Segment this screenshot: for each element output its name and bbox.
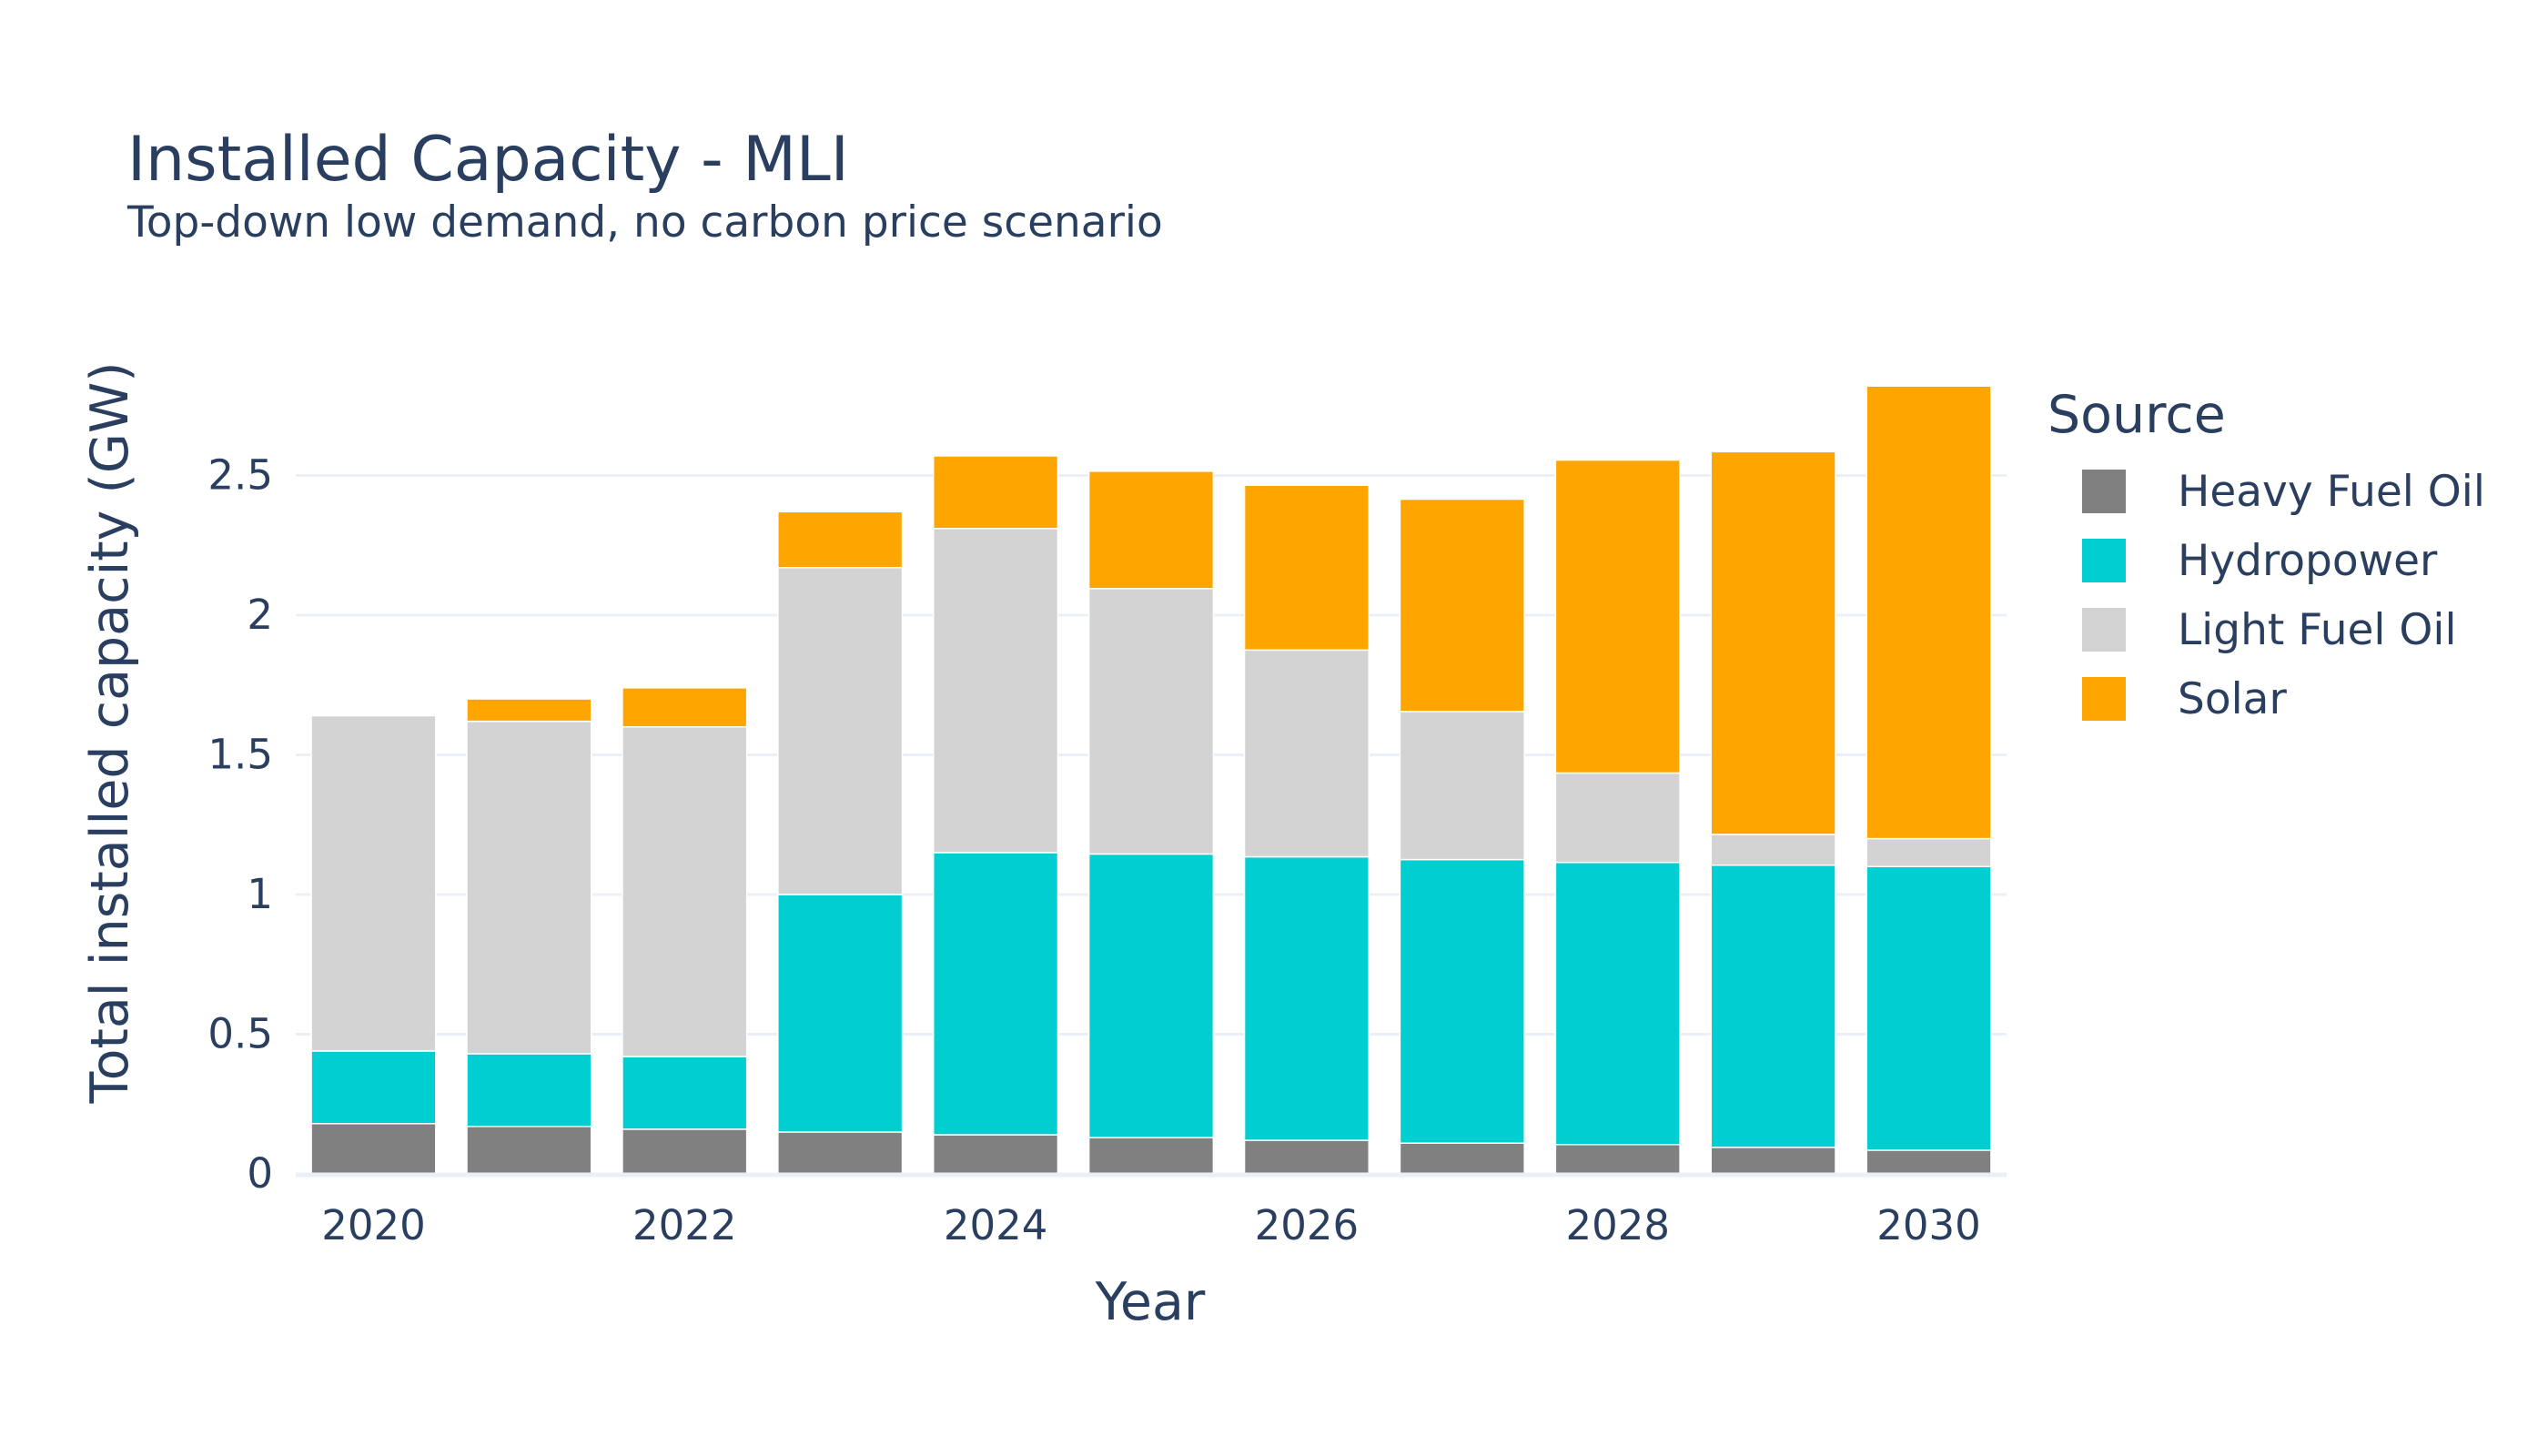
bar-solar bbox=[1087, 470, 1215, 590]
bar-light-fuel-oil bbox=[1087, 588, 1215, 855]
legend-label: Heavy Fuel Oil bbox=[2178, 467, 2485, 517]
bar-hydropower bbox=[1087, 853, 1215, 1138]
bar-light-fuel-oil bbox=[1554, 772, 1681, 864]
bar-heavy-fuel-oil bbox=[1399, 1142, 1525, 1175]
bar-solar bbox=[466, 698, 592, 723]
legend-swatch bbox=[2082, 677, 2126, 721]
bar-hydropower bbox=[310, 1050, 437, 1125]
bar-solar bbox=[1243, 484, 1370, 652]
bar-heavy-fuel-oil bbox=[1866, 1149, 1992, 1175]
bar-heavy-fuel-oil bbox=[932, 1134, 1059, 1175]
bar-heavy-fuel-oil bbox=[1087, 1137, 1215, 1175]
bar-hydropower bbox=[1866, 865, 1992, 1151]
x-tick-label: 2028 bbox=[1565, 1201, 1670, 1249]
y-tick-label: 2 bbox=[247, 591, 273, 639]
bar-solar bbox=[777, 511, 904, 569]
bar-solar bbox=[1866, 385, 1992, 840]
bar-light-fuel-oil bbox=[310, 714, 437, 1052]
chart-subtitle: Top-down low demand, no carbon price sce… bbox=[126, 197, 1163, 248]
legend-title: Source bbox=[2048, 385, 2226, 445]
bar-heavy-fuel-oil bbox=[310, 1122, 437, 1175]
bar-solar bbox=[1710, 450, 1836, 835]
bar-heavy-fuel-oil bbox=[466, 1126, 592, 1175]
legend-label: Hydropower bbox=[2178, 536, 2438, 586]
bar-light-fuel-oil bbox=[777, 567, 904, 895]
y-tick-label: 0.5 bbox=[207, 1009, 273, 1057]
y-tick-label: 1.5 bbox=[207, 730, 273, 778]
bar-hydropower bbox=[1399, 858, 1525, 1144]
legend-swatch bbox=[2082, 608, 2126, 652]
bars bbox=[310, 385, 1992, 1175]
x-tick-label: 2030 bbox=[1876, 1201, 1981, 1249]
legend-swatch bbox=[2082, 539, 2126, 582]
bar-light-fuel-oil bbox=[1710, 834, 1836, 866]
bar-solar bbox=[932, 455, 1059, 530]
bar-hydropower bbox=[777, 894, 904, 1133]
bar-hydropower bbox=[1243, 855, 1370, 1141]
bar-hydropower bbox=[622, 1056, 748, 1130]
bar-light-fuel-oil bbox=[466, 720, 592, 1055]
legend-label: Light Fuel Oil bbox=[2178, 605, 2457, 655]
bar-heavy-fuel-oil bbox=[622, 1128, 748, 1175]
bar-heavy-fuel-oil bbox=[1554, 1144, 1681, 1175]
bar-solar bbox=[1554, 459, 1681, 774]
bar-solar bbox=[622, 687, 748, 728]
bar-light-fuel-oil bbox=[622, 726, 748, 1057]
bar-light-fuel-oil bbox=[1866, 837, 1992, 868]
legend-swatch bbox=[2082, 470, 2126, 513]
chart-title: Installed Capacity - MLI bbox=[127, 124, 849, 196]
bar-hydropower bbox=[932, 852, 1059, 1136]
bar-hydropower bbox=[1554, 861, 1681, 1146]
bar-heavy-fuel-oil bbox=[777, 1131, 904, 1175]
legend-label: Solar bbox=[2178, 674, 2287, 724]
x-tick-label: 2024 bbox=[944, 1201, 1048, 1249]
bar-hydropower bbox=[1710, 864, 1836, 1148]
x-tick-label: 2026 bbox=[1255, 1201, 1360, 1249]
legend: Source Heavy Fuel Oil Hydropower Light Fue… bbox=[2048, 385, 2485, 724]
y-tick-label: 0 bbox=[247, 1149, 273, 1198]
x-axis-title: Year bbox=[1095, 1272, 1206, 1332]
y-axis-title: Total installed capacity (GW) bbox=[80, 362, 140, 1105]
x-tick-label: 2020 bbox=[321, 1201, 426, 1249]
bar-heavy-fuel-oil bbox=[1243, 1139, 1370, 1175]
bar-heavy-fuel-oil bbox=[1710, 1147, 1836, 1175]
y-tick-label: 2.5 bbox=[207, 450, 273, 499]
axes: 0 0.5 1 1.5 2 2.5 2020 2022 2024 2026 2028 2030 bbox=[207, 450, 2007, 1249]
bar-light-fuel-oil bbox=[1399, 711, 1525, 861]
x-tick-label: 2022 bbox=[632, 1201, 737, 1249]
bar-light-fuel-oil bbox=[932, 528, 1059, 854]
bar-hydropower bbox=[466, 1053, 592, 1127]
bar-light-fuel-oil bbox=[1243, 649, 1370, 858]
bar-solar bbox=[1399, 498, 1525, 713]
y-tick-label: 1 bbox=[247, 870, 273, 918]
